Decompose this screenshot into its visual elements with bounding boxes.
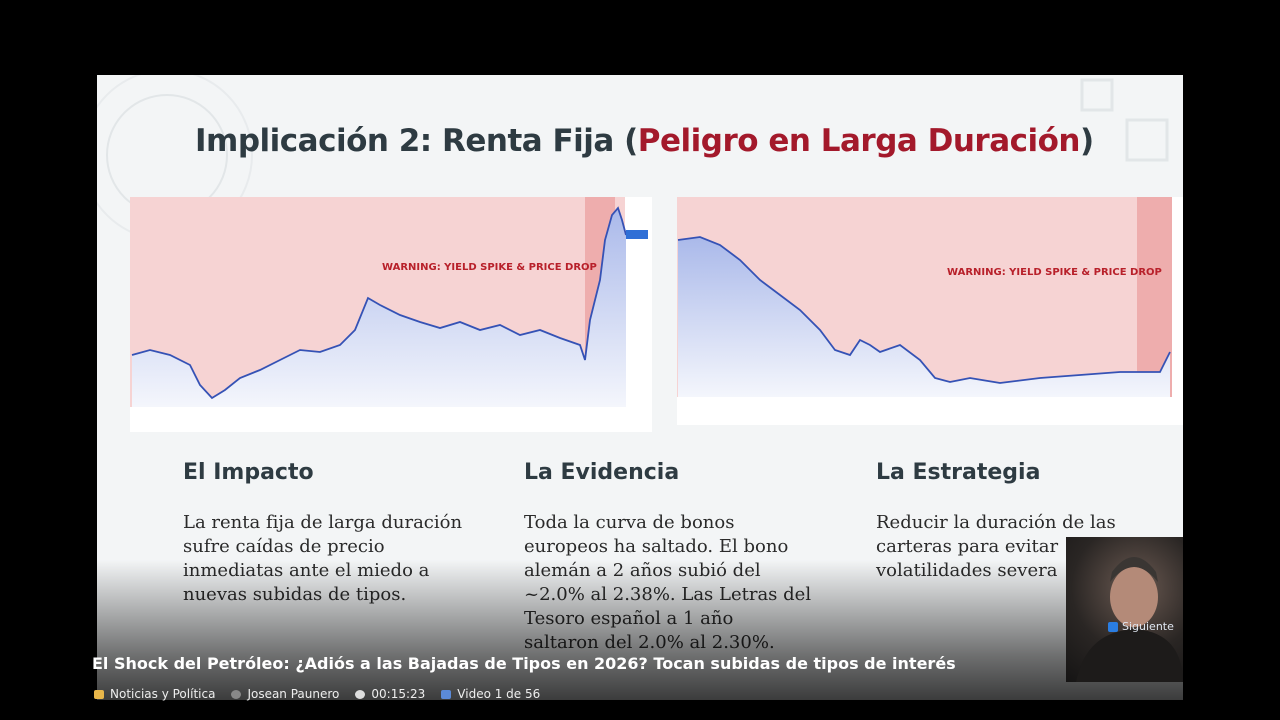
meta-item: Video 1 de 56 — [441, 687, 540, 701]
next-button[interactable]: Siguiente — [1108, 620, 1174, 633]
chart-line — [677, 236, 1171, 384]
column-heading: La Evidencia — [524, 460, 680, 485]
hair — [1110, 557, 1158, 582]
chart-warning: WARNING: YIELD SPIKE & PRICE DROP — [947, 267, 1162, 278]
chart-image: WARNING: YIELD SPIKE & PRICE DROP — [130, 197, 652, 432]
body-line: europeos ha saltado. El bono — [524, 536, 789, 557]
body-line: Toda la curva de bonos — [524, 512, 735, 533]
chart-area — [132, 208, 626, 407]
column-heading: La Estrategia — [876, 460, 1041, 485]
body-line: carteras para evitar — [876, 536, 1059, 557]
deco-square — [1080, 78, 1114, 112]
meta-duration: 00:15:23 — [371, 687, 426, 701]
deco-square — [1125, 118, 1169, 162]
title-text: ) — [1080, 123, 1094, 159]
title-text: Implicación 2: Renta Fija ( — [195, 123, 638, 159]
meta-item[interactable]: Noticias y Política — [94, 687, 215, 701]
webcam — [1066, 537, 1183, 682]
meta-item[interactable]: Josean Paunero — [231, 687, 339, 701]
chart-line — [131, 206, 627, 400]
meta-author: Josean Paunero — [247, 687, 340, 701]
next-label: Siguiente — [1122, 620, 1174, 633]
price-tag — [626, 230, 648, 239]
face — [1110, 567, 1158, 627]
slide-title: Implicación 2: Renta Fija (Peligro en La… — [195, 123, 1094, 159]
body-line: La renta fija de larga duración — [183, 512, 463, 533]
meta-item: 00:15:23 — [355, 687, 425, 701]
chart-warning: WARNING: YIELD SPIKE & PRICE DROP — [382, 262, 597, 273]
clock-icon — [355, 690, 366, 699]
column-heading: El Impacto — [183, 460, 314, 485]
column: La Estrategia Reducir la duración de las c… — [876, 460, 1183, 583]
video-title: El Shock del Petróleo: ¿Adiós a las Baja… — [92, 654, 956, 673]
webcam-figure — [1076, 557, 1183, 682]
next-icon — [1108, 621, 1118, 632]
meta-position: Video 1 de 56 — [457, 687, 541, 701]
list-icon — [441, 690, 452, 699]
chart-image: WARNING: YIELD SPIKE & PRICE DROP — [677, 197, 1183, 425]
user-icon — [231, 690, 242, 699]
slide: Implicación 2: Renta Fija (Peligro en La… — [97, 75, 1183, 700]
shirt — [1076, 629, 1183, 682]
body-line: sufre caídas de precio — [183, 536, 385, 557]
chart-area — [678, 237, 1170, 397]
video-meta: Noticias y Política Josean Paunero 00:15… — [94, 687, 540, 701]
body-line: Reducir la duración de las — [876, 512, 1116, 533]
meta-category: Noticias y Política — [110, 687, 216, 701]
title-highlight: Peligro en Larga Duración — [637, 123, 1081, 159]
folder-icon — [94, 690, 104, 699]
